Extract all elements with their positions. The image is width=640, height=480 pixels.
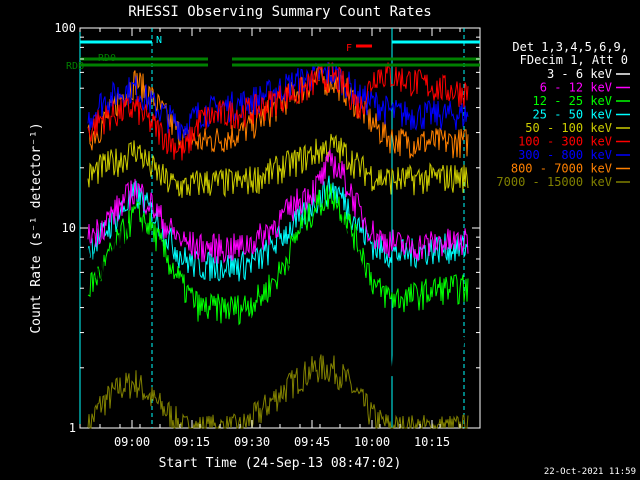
series-line (87, 148, 469, 264)
legend-header-line-2: FDecim 1, Att 0 (520, 53, 628, 67)
chart-title: RHESSI Observing Summary Count Rates (128, 4, 431, 20)
flag-label: RDB (66, 61, 84, 72)
series-line (87, 175, 469, 282)
x-tick-label: 09:00 (114, 435, 150, 449)
flag-label: F (346, 43, 352, 54)
y-axis-label: Count Rate (s⁻¹ detector⁻¹) (29, 122, 44, 333)
y-tick-label: 10 (62, 221, 76, 235)
series-line (87, 61, 469, 161)
series-line (87, 354, 469, 430)
y-tick-label: 1 (69, 421, 76, 435)
x-tick-label: 09:15 (174, 435, 210, 449)
legend-label: 25 - 50 keV (533, 108, 612, 122)
legend-label: 300 - 800 keV (518, 148, 612, 162)
legend-label: 800 - 7000 keV (511, 162, 612, 176)
legend-label: 12 - 25 keV (533, 94, 612, 108)
series-layer (87, 61, 469, 430)
legend-label: 6 - 12 keV (540, 81, 612, 95)
x-axis-ticks: 09:00 09:15 09:30 09:45 10:00 10:15 (79, 28, 481, 449)
x-tick-label: 09:45 (294, 435, 330, 449)
legend-label: 7000 - 15000 keV (496, 175, 612, 189)
legend-label: 100 - 300 keV (518, 135, 612, 149)
legend-label: 50 - 100 keV (525, 121, 612, 135)
flag-bars: N RD0 RDB F (66, 35, 480, 72)
legend: Det 1,3,4,5,6,9, FDecim 1, Att 0 3 - 6 k… (496, 40, 630, 189)
footer-date: 22-Oct-2021 11:59 (544, 467, 636, 477)
x-axis-label: Start Time (24-Sep-13 08:47:02) (159, 456, 402, 471)
x-tick-label: 10:15 (414, 435, 450, 449)
series-line (87, 133, 469, 198)
x-tick-label: 09:30 (234, 435, 270, 449)
y-tick-label: 100 (54, 21, 76, 35)
legend-label: 3 - 6 keV (547, 67, 612, 81)
series-line (87, 207, 469, 383)
flag-label: N (156, 35, 162, 46)
flag-label: RD0 (98, 53, 116, 64)
y-axis-ticks: 100 10 1 (54, 21, 480, 435)
legend-header-line-1: Det 1,3,4,5,6,9, (512, 40, 628, 54)
series-line (87, 183, 469, 326)
x-tick-label: 10:00 (354, 435, 390, 449)
